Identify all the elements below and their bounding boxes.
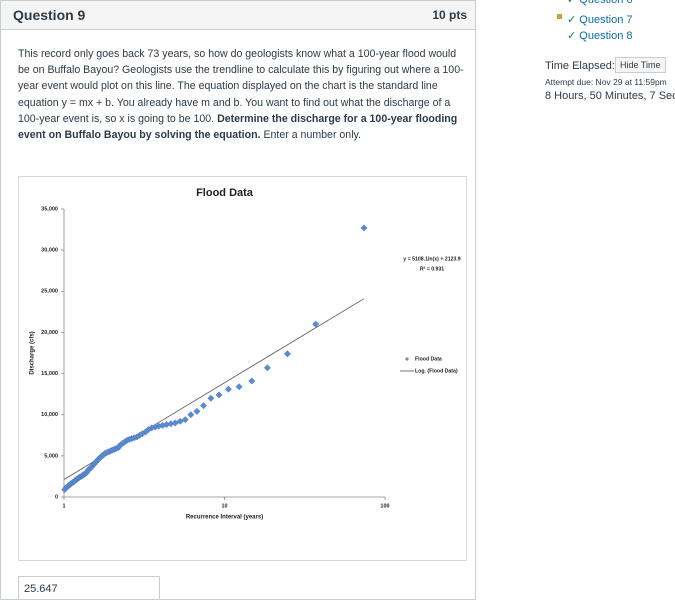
question-text: This record only goes back 73 years, so … xyxy=(18,46,470,143)
question-link[interactable]: ✓ Question 6 xyxy=(567,0,632,6)
flag-icon xyxy=(557,14,562,19)
x-tick-label: 100 xyxy=(380,503,389,509)
data-point xyxy=(171,419,179,427)
elapsed-time: 8 Hours, 50 Minutes, 7 Seconds xyxy=(545,90,675,102)
y-tick-label: 35,000 xyxy=(41,206,58,212)
time-label: Time Elapsed: xyxy=(545,60,615,72)
x-tick-label: 1 xyxy=(62,503,65,509)
annotation: y = 5108.1ln(x) + 2123.9 xyxy=(403,256,461,262)
y-tick-label: 30,000 xyxy=(41,248,58,254)
question-title: Question 9 xyxy=(13,7,86,23)
data-point xyxy=(312,320,320,328)
question-link-text: Question 7 xyxy=(579,14,633,26)
data-point xyxy=(200,402,207,410)
question-link[interactable]: ✓ Question 7 xyxy=(567,14,633,26)
y-tick-label: 15,000 xyxy=(41,371,58,377)
y-tick-label: 10,000 xyxy=(41,412,58,418)
question-body: This record only goes back 73 years, so … xyxy=(18,48,464,125)
data-point xyxy=(167,420,175,428)
question-link-text: Question 8 xyxy=(579,30,633,42)
data-point xyxy=(207,394,215,402)
y-tick-label: 20,000 xyxy=(41,330,58,336)
data-point xyxy=(215,391,223,399)
x-axis-label: Recurrence Interval (years) xyxy=(186,515,263,521)
question-tail: Enter a number only. xyxy=(263,129,362,142)
answer-input[interactable]: 25.647 xyxy=(18,576,160,600)
data-point xyxy=(263,364,271,372)
y-tick-label: 25,000 xyxy=(41,289,58,295)
legend-marker xyxy=(405,357,409,361)
chart: Flood Data Recurrence Interval (years) Dis… xyxy=(18,176,467,561)
question-panel: Question 9 10 pts This record only goes … xyxy=(0,0,476,600)
legend-label: Flood Data xyxy=(415,356,442,362)
hide-time-button[interactable]: Hide Time xyxy=(615,57,666,73)
question-link-text: Question 6 xyxy=(579,0,633,6)
due-date: Attempt due: Nov 29 at 11:59pm xyxy=(545,77,667,87)
data-point xyxy=(283,350,291,358)
y-tick-label: 0 xyxy=(55,494,58,500)
points: 10 pts xyxy=(432,8,467,22)
annotation: R² = 0.931 xyxy=(420,266,444,272)
data-point xyxy=(193,407,201,415)
x-tick-label: 10 xyxy=(221,503,227,509)
legend-label: Log. (Flood Data) xyxy=(415,368,458,374)
data-point xyxy=(61,486,69,494)
question-bold: Determine the discharge for a 100-year f… xyxy=(18,112,458,142)
data-point xyxy=(360,224,368,232)
data-point xyxy=(248,377,256,385)
sidebar: ✓ Question 6 ✓ Question 7 ✓ Question 8 T… xyxy=(545,0,675,120)
question-header: Question 9 10 pts xyxy=(1,1,475,30)
data-point xyxy=(235,383,243,391)
question-link[interactable]: ✓ Question 8 xyxy=(567,30,633,42)
data-point xyxy=(224,385,232,393)
y-tick-label: 5,000 xyxy=(44,453,58,459)
data-point xyxy=(187,411,195,419)
y-axis-label: Discharge (cfs) xyxy=(30,331,36,374)
chart-title: Flood Data xyxy=(196,187,254,199)
data-point xyxy=(181,416,189,424)
